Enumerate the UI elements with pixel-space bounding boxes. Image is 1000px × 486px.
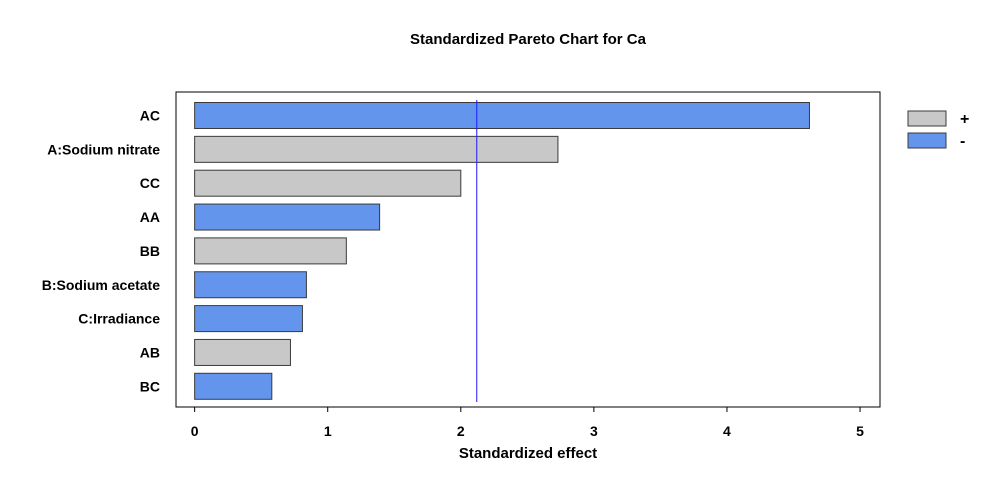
x-tick-label: 2 <box>457 423 465 439</box>
category-label: AA <box>140 209 160 225</box>
legend-label: + <box>960 111 969 128</box>
category-label: C:Irradiance <box>78 311 160 327</box>
category-label: BC <box>140 378 160 394</box>
bar <box>194 135 559 163</box>
bar <box>194 372 273 400</box>
category-label: B:Sodium acetate <box>42 277 160 293</box>
category-labels: AC A:Sodium nitrate CC AA BB B:Sodium acetate… <box>42 108 160 395</box>
category-label: AB <box>140 344 160 360</box>
bar <box>194 237 347 265</box>
x-axis-label: Standardized effect <box>459 445 597 462</box>
plot-area <box>175 91 881 408</box>
chart-title: Standardized Pareto Chart for Ca <box>410 31 647 48</box>
x-tick-label: 4 <box>723 423 731 439</box>
legend: +- <box>907 110 969 150</box>
category-label: BB <box>140 243 160 259</box>
x-tick-label: 1 <box>324 423 332 439</box>
category-label: CC <box>140 175 160 191</box>
bar <box>194 102 810 129</box>
category-label: A:Sodium nitrate <box>47 141 160 157</box>
legend-swatch <box>907 110 947 127</box>
bars-group <box>194 102 810 400</box>
bar <box>194 338 291 366</box>
legend-swatch <box>907 132 947 149</box>
bar <box>194 305 303 333</box>
bar <box>194 169 462 197</box>
bar <box>194 271 307 299</box>
x-axis-ticks: 0 1 2 3 4 5 <box>191 407 864 439</box>
category-label: AC <box>140 108 160 124</box>
x-tick-label: 0 <box>191 423 199 439</box>
bar <box>194 203 381 231</box>
x-tick-label: 3 <box>590 423 598 439</box>
x-tick-label: 5 <box>856 423 864 439</box>
legend-label: - <box>960 133 965 150</box>
